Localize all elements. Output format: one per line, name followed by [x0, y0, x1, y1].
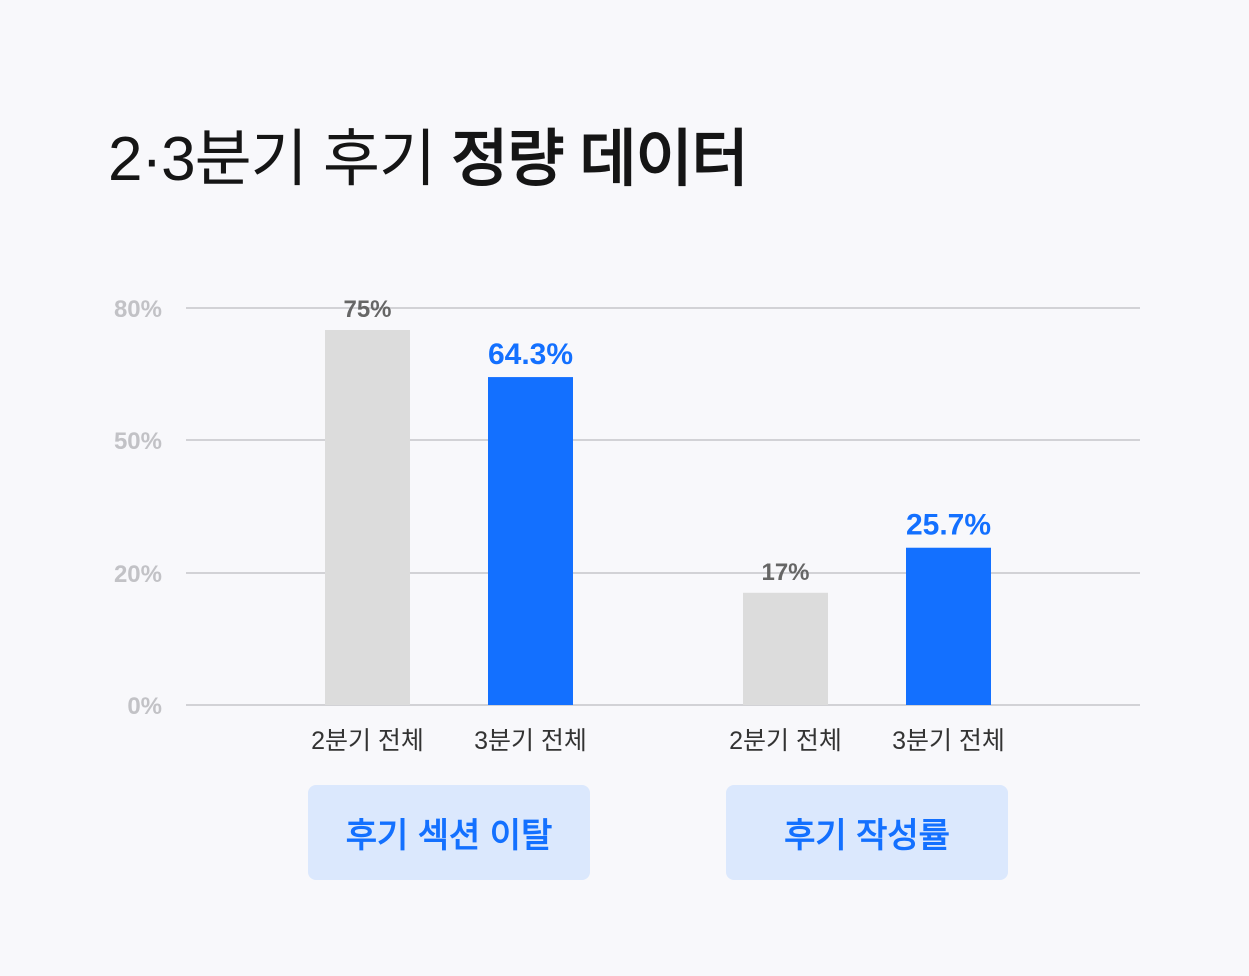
bar-g1-b1	[906, 547, 991, 705]
y-tick-label-2: 50%	[114, 428, 162, 455]
y-tick-label-3: 80%	[114, 296, 162, 323]
group-label-review-write-rate: 후기 작성률	[726, 785, 1008, 880]
data-label-g0-b0: 75%	[343, 296, 391, 323]
x-tick-label-g1-b0: 2분기 전체	[729, 727, 842, 755]
page-title-normal: 2·3분기 후기	[108, 125, 436, 194]
group-label-review-section-exit: 후기 섹션 이탈	[308, 785, 590, 880]
data-label-g1-b0: 17%	[761, 559, 809, 586]
y-tick-label-1: 20%	[114, 561, 162, 588]
page-title: 2·3분기 후기 정량 데이터	[108, 108, 749, 198]
bar-g1-b0	[743, 592, 828, 705]
data-label-g0-b1: 64.3%	[488, 338, 573, 371]
y-tick-label-0: 0%	[127, 693, 162, 720]
x-tick-label-g0-b1: 3분기 전체	[474, 727, 587, 755]
x-tick-label-g1-b1: 3분기 전체	[892, 727, 1005, 755]
bar-g0-b0	[325, 330, 410, 705]
bar-g0-b1	[488, 377, 573, 705]
page-title-bold: 정량 데이터	[451, 125, 748, 194]
data-label-g1-b1: 25.7%	[906, 509, 991, 542]
x-tick-label-g0-b0: 2분기 전체	[311, 727, 424, 755]
